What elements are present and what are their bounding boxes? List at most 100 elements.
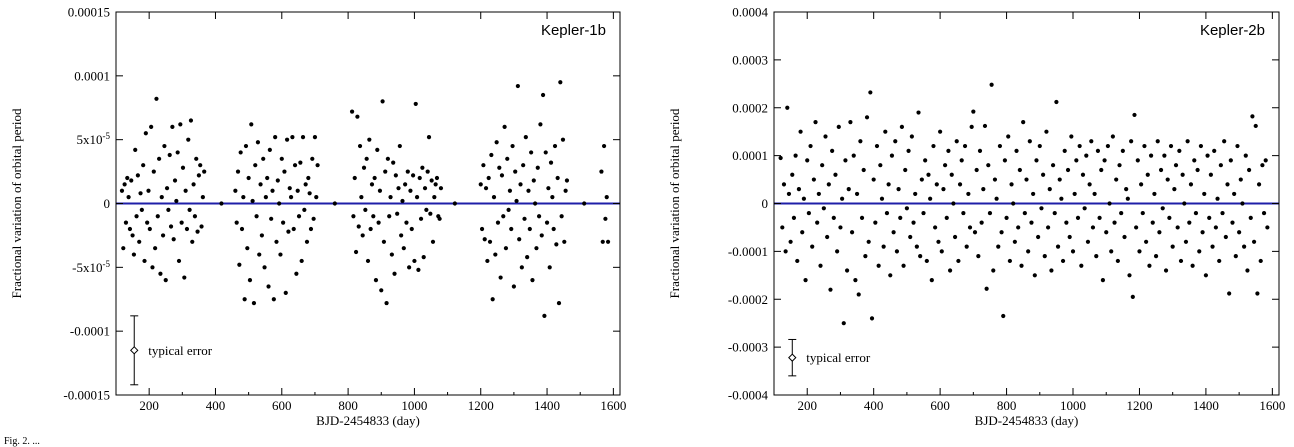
data-point [407, 265, 412, 270]
data-point [908, 234, 913, 240]
data-point [178, 122, 183, 127]
data-point [507, 188, 513, 193]
data-point [800, 230, 805, 235]
data-point [1070, 249, 1076, 254]
data-point [913, 191, 918, 197]
data-point [893, 139, 898, 144]
data-point [1178, 258, 1184, 264]
data-point [377, 188, 383, 193]
data-point [560, 137, 566, 142]
data-point [263, 195, 268, 200]
data-point [131, 252, 137, 257]
data-point [306, 175, 311, 181]
data-point [1080, 172, 1086, 177]
data-point [1084, 153, 1089, 158]
data-point [1027, 139, 1032, 144]
data-point [1036, 234, 1041, 240]
data-point [1253, 123, 1258, 129]
y-tick-label: 0.0004 [732, 5, 768, 20]
data-point [405, 169, 410, 174]
data-point [1232, 191, 1237, 197]
data-point [1130, 294, 1135, 299]
x-tick-label: 600 [930, 398, 950, 413]
data-point [911, 220, 916, 225]
data-point [521, 163, 526, 168]
data-point [795, 258, 800, 264]
y-tick-label: 0 [104, 196, 111, 211]
data-point [1212, 148, 1217, 153]
data-point [1243, 153, 1248, 158]
data-point [1240, 201, 1245, 206]
panel-title: Kepler-2b [1200, 22, 1265, 39]
y-tick-label: -0.0003 [728, 340, 768, 355]
data-point [1029, 220, 1034, 225]
data-point [1193, 210, 1199, 216]
data-point [823, 134, 828, 139]
data-point [171, 237, 176, 242]
panel-kepler-1b: 200 400 600 800 1000 1200 1400 1600 -0.00015 -0.0… [9, 5, 626, 429]
data-point [1202, 191, 1207, 197]
data-point [1054, 99, 1059, 105]
data-point [265, 175, 270, 181]
data-point [879, 196, 885, 201]
data-point [482, 237, 487, 242]
data-point [284, 137, 290, 142]
data-point [1237, 230, 1242, 235]
data-point [243, 143, 249, 149]
data-point [349, 109, 355, 114]
data-point [404, 220, 409, 225]
data-point [888, 273, 893, 278]
data-point [278, 252, 283, 257]
data-point [1213, 225, 1218, 230]
data-point [563, 188, 568, 193]
data-point [542, 313, 547, 318]
data-point [511, 284, 516, 289]
data-point [1007, 258, 1012, 264]
data-point [1069, 134, 1074, 139]
data-point [1197, 249, 1202, 254]
data-point [1006, 134, 1011, 139]
data-point [202, 169, 207, 174]
data-point [1059, 196, 1064, 201]
data-point [1022, 210, 1027, 216]
data-point [881, 244, 886, 249]
data-point [1095, 148, 1101, 153]
data-point [1009, 182, 1014, 187]
data-point [188, 118, 194, 123]
data-point [810, 244, 815, 249]
data-point [899, 124, 905, 129]
data-point [409, 226, 414, 232]
data-point [302, 207, 307, 212]
data-point [513, 169, 518, 174]
data-point [295, 188, 300, 193]
data-point [1258, 258, 1263, 264]
data-point [367, 137, 372, 142]
data-point [426, 135, 432, 140]
data-point [898, 215, 903, 220]
y-tick-label: 0 [762, 196, 769, 211]
data-point [299, 258, 304, 264]
data-point [921, 210, 926, 216]
data-point [914, 244, 919, 249]
data-point [1041, 172, 1046, 177]
data-point [1079, 263, 1084, 268]
data-point [944, 215, 949, 220]
data-point [254, 214, 259, 219]
data-point [296, 214, 302, 219]
data-point [603, 216, 608, 221]
data-point [1092, 191, 1097, 197]
data-point [904, 206, 909, 211]
data-point [368, 226, 373, 232]
data-point [793, 153, 798, 158]
data-point [1109, 249, 1114, 254]
data-point [803, 278, 808, 283]
figure-caption: Fig. 2. ... [4, 436, 40, 447]
data-point [1200, 230, 1205, 235]
data-point [292, 163, 298, 168]
data-point [923, 158, 928, 163]
data-point [303, 182, 308, 187]
data-point [972, 230, 978, 235]
data-point [312, 135, 318, 140]
data-point [876, 263, 881, 268]
data-point [159, 195, 164, 200]
